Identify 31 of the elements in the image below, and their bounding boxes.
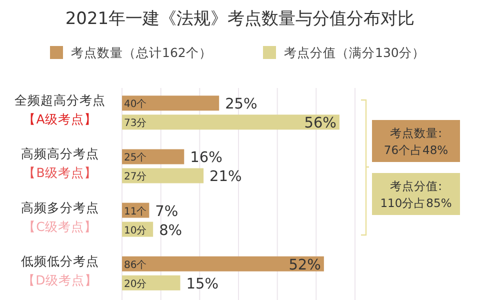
annotation: 20分 <box>124 278 147 290</box>
chart-title: 2021年一建《法规》考点数量与分值分布对比 <box>65 9 415 29</box>
bar <box>122 256 324 272</box>
data-label: 16% <box>190 150 222 166</box>
bar <box>122 96 220 111</box>
data-label: 15% <box>186 276 218 292</box>
data-label: 7% <box>155 204 178 220</box>
data-label: 56% <box>304 116 336 132</box>
bar <box>122 168 204 184</box>
bar <box>122 114 340 130</box>
data-label: 21% <box>210 169 242 186</box>
data-label: 52% <box>288 257 321 274</box>
bar <box>122 275 180 290</box>
y-tick-label: 高频多分考点【C级考点】 <box>21 200 99 234</box>
annotation: 10分 <box>124 224 147 236</box>
annotation: 86个 <box>124 258 147 271</box>
y-tick-label: 全频超高分考点【A级考点】 <box>14 92 106 127</box>
annotation: 11个 <box>124 205 147 218</box>
annotation: 25个 <box>124 152 147 164</box>
data-label: 25% <box>225 96 258 113</box>
y-tick-label: 低频低分考点【D级考点】 <box>21 253 99 288</box>
legend-label: 考点数量（总计162个） <box>71 45 212 60</box>
y-tick-label: 高频高分考点【B级考点】 <box>21 146 99 180</box>
text: 考点数量: 76个占48% <box>384 126 448 157</box>
text: 考点分值: 110分占85% <box>380 179 452 210</box>
data-label: 8% <box>159 222 182 239</box>
annotation: 73分 <box>124 117 147 130</box>
bar <box>122 149 184 164</box>
legend-label: 考点分值（满分130分） <box>284 45 425 60</box>
annotation: 27分 <box>124 170 147 183</box>
annotation: 40个 <box>124 98 147 110</box>
